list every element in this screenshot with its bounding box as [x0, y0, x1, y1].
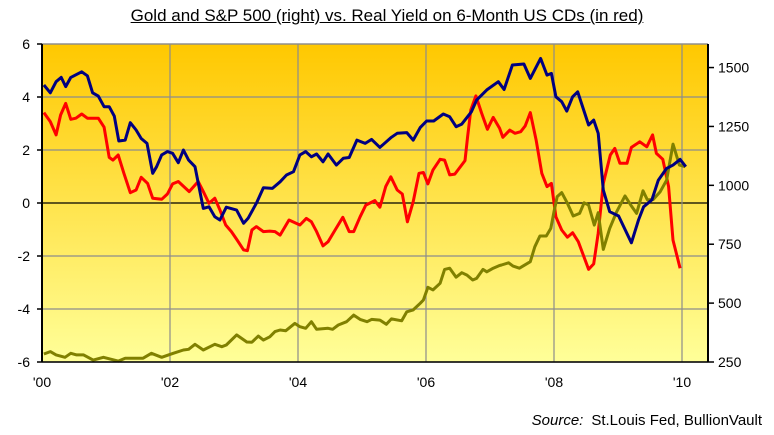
right-tick-label: 1500 — [718, 60, 749, 76]
right-tick-label: 500 — [718, 295, 742, 311]
x-tick-label: '08 — [545, 374, 563, 390]
x-tick-label: '00 — [33, 374, 51, 390]
source-label: Source: — [531, 412, 584, 429]
chart-title: Gold and S&P 500 (right) vs. Real Yield … — [130, 6, 644, 25]
right-tick-label: 1000 — [718, 177, 749, 193]
left-tick-label: -4 — [18, 301, 31, 317]
left-tick-label: -6 — [18, 354, 31, 370]
left-tick-label: -2 — [18, 248, 31, 264]
source-note: Source: St.Louis Fed, BullionVault — [532, 412, 762, 429]
x-tick-label: '02 — [161, 374, 179, 390]
x-tick-label: '04 — [289, 374, 307, 390]
right-tick-label: 250 — [718, 354, 742, 370]
series-line-real_yield — [42, 94, 682, 271]
x-tick-label: '06 — [417, 374, 435, 390]
left-tick-label: 4 — [22, 89, 30, 105]
right-tick-label: 750 — [718, 236, 742, 252]
series-line-gold — [43, 142, 686, 363]
series-line-sp500 — [42, 56, 687, 245]
right-tick-label: 1250 — [718, 118, 749, 134]
x-tick-label: '10 — [673, 374, 691, 390]
source-text: St.Louis Fed, BullionVault — [591, 412, 762, 429]
left-tick-label: 6 — [22, 36, 30, 52]
left-tick-label: 2 — [22, 142, 30, 158]
left-tick-label: 0 — [22, 195, 30, 211]
